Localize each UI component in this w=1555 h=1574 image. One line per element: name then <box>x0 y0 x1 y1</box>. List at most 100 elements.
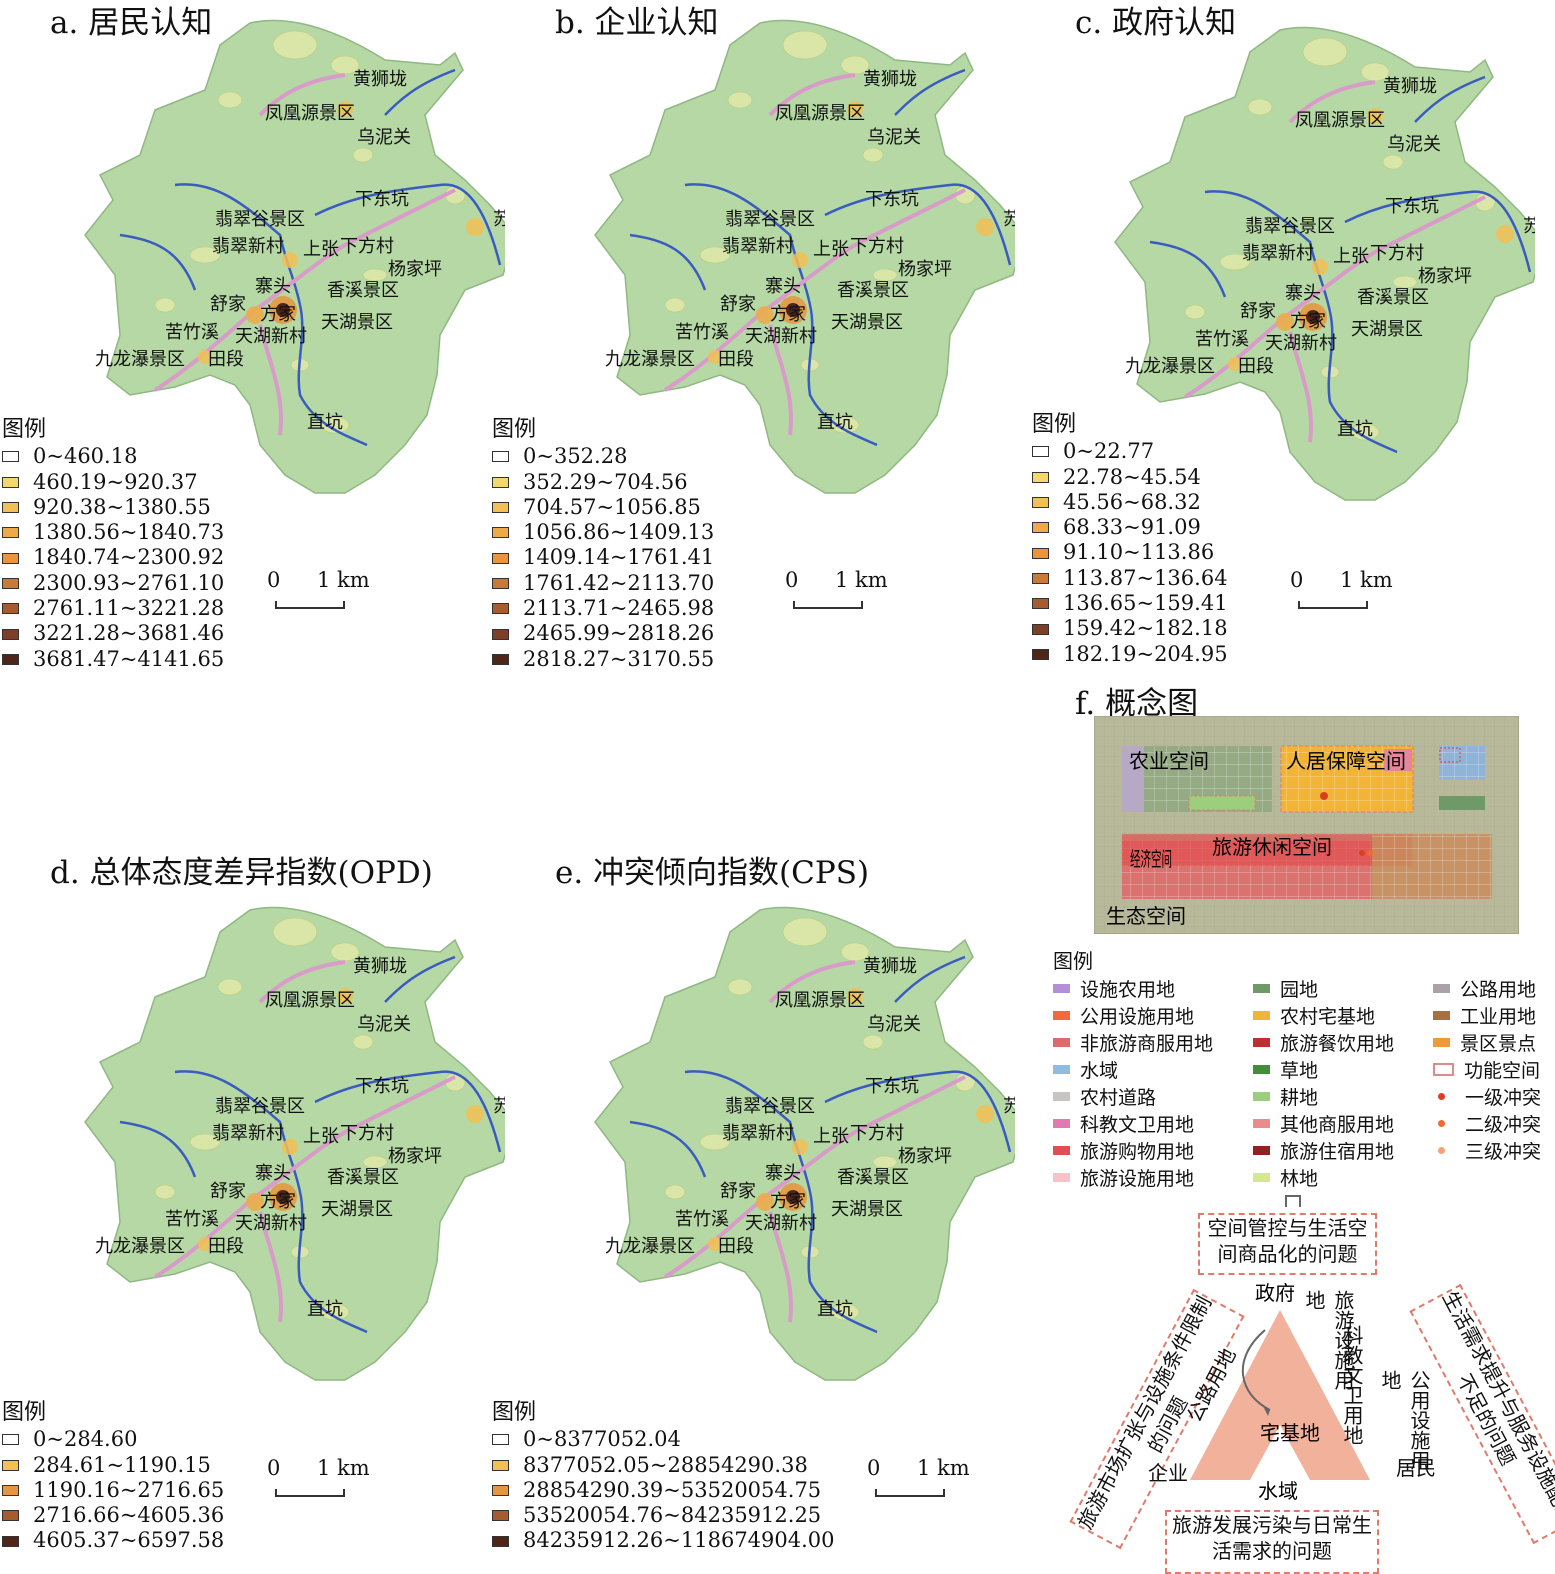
label-shujia: 舒家 <box>720 294 756 315</box>
zone-eco-label: 生态空间 <box>1106 904 1186 928</box>
legend-class-label: 284.61~1190.15 <box>33 1452 211 1477</box>
legend-class-label: 2465.99~2818.26 <box>523 621 715 646</box>
label-huangshiduang: 黄狮垅 <box>353 956 407 977</box>
legend-class-label: 91.10~113.86 <box>1063 540 1215 565</box>
scale-bar-a: 0 1 km <box>267 568 387 609</box>
legend-row: 8377052.05~28854290.38 <box>492 1453 835 1478</box>
place-labels: 黄狮垅 凤凰源景区 乌泥关 下东坑 苏坑 翡翠谷景区 翡翠新村 上张 下方村 杨… <box>605 956 1039 1320</box>
concept-legend-item: 科教文卫用地 <box>1053 1110 1194 1137</box>
label-yangjiaping: 杨家坪 <box>898 259 952 280</box>
legend-swatch <box>492 1459 509 1471</box>
label-huangshiduang: 黄狮垅 <box>353 69 407 90</box>
legend-row: 352.29~704.56 <box>492 470 714 495</box>
legend-row: 91.10~113.86 <box>1032 540 1228 565</box>
panel-d-title: d. 总体态度差异指数(OPD) <box>50 855 433 891</box>
legend-class-label: 920.38~1380.55 <box>33 494 211 519</box>
concept-legend-swatch <box>1438 1147 1445 1154</box>
issue-bottom: 旅游发展污染与日常生活需求的问题 <box>1165 1510 1379 1574</box>
concept-legend-swatch <box>1053 1011 1070 1020</box>
legend-row: 53520054.76~84235912.25 <box>492 1503 835 1528</box>
concept-legend-item: 设施农用地 <box>1053 975 1175 1002</box>
label-wuniguan: 乌泥关 <box>357 1014 411 1035</box>
legend-row: 45.56~68.32 <box>1032 490 1228 515</box>
legend-row: 2300.93~2761.10 <box>2 571 224 596</box>
legend-row: 284.61~1190.15 <box>2 1453 224 1478</box>
concept-legend-swatch <box>1053 1092 1070 1101</box>
legend-class-label: 0~22.77 <box>1063 439 1155 464</box>
concept-legend-label: 公用设施用地 <box>1080 1006 1195 1028</box>
actor-triangle: 政府 宅基地 水域 <box>1190 1281 1370 1503</box>
label-xiadongkeng: 下东坑 <box>355 1076 409 1097</box>
label-xiangxi: 香溪景区 <box>837 280 909 301</box>
legend-class-label: 1380.56~1840.73 <box>33 520 225 545</box>
concept-legend-item: 园地 <box>1253 975 1318 1002</box>
label-fangjia: 方家 <box>1290 311 1326 332</box>
legend-title: 图例 <box>1032 412 1077 437</box>
legend-class-label: 84235912.26~118674904.00 <box>523 1528 835 1553</box>
label-wuniguan: 乌泥关 <box>1387 134 1441 155</box>
legend-panel-c: 图例 0~22.77 22.78~45.54 45.56~68.32 68.33~91.… <box>1032 412 1228 667</box>
river <box>119 955 502 1334</box>
legend-class-label: 1190.16~2716.65 <box>33 1477 225 1502</box>
hotspots <box>708 101 994 364</box>
legend-row: 159.42~182.18 <box>1032 616 1228 641</box>
place-labels: 黄狮垅 凤凰源景区 乌泥关 下东坑 苏坑 翡翠谷景区 翡翠新村 上张 下方村 杨… <box>605 69 1039 433</box>
map-panel-d: 黄狮垅 凤凰源景区 乌泥关 下东坑 苏坑 翡翠谷景区 翡翠新村 上张 下方村 杨… <box>45 892 529 1382</box>
study-area-boundary <box>594 906 1026 1381</box>
legend-row: 182.19~204.95 <box>1032 642 1228 667</box>
legend-swatch <box>492 451 509 463</box>
concept-legend-label: 旅游设施用地 <box>1080 1168 1195 1190</box>
label-jiulongpu: 九龙瀑景区 <box>95 1236 185 1257</box>
legend-row: 0~460.18 <box>2 444 224 469</box>
legend-swatch <box>492 1510 509 1522</box>
concept-legend-label: 旅游购物用地 <box>1080 1141 1195 1163</box>
concept-legend-item: 耕地 <box>1253 1083 1318 1110</box>
legend-row: 2465.99~2818.26 <box>492 621 714 646</box>
concept-legend-label: 非旅游商服用地 <box>1080 1033 1214 1055</box>
legend-row: 28854290.39~53520054.75 <box>492 1478 835 1503</box>
label-xiadongkeng: 下东坑 <box>865 1076 919 1097</box>
legend-title: 图例 <box>2 1400 47 1425</box>
concept-legend-swatch <box>1438 1093 1445 1100</box>
urban-patches <box>664 917 976 1321</box>
scale-bar-b: 0 1 km <box>785 568 905 609</box>
scale-zero: 0 <box>785 568 799 592</box>
study-area-boundary <box>84 906 516 1381</box>
legend-row: 113.87~136.64 <box>1032 566 1228 591</box>
label-fangjia: 方家 <box>770 1191 806 1212</box>
study-area-boundary <box>1114 26 1546 501</box>
concept-legend-item: 其他商服用地 <box>1253 1110 1394 1137</box>
triangle-water: 水域 <box>1258 1479 1298 1503</box>
legend-class-label: 704.57~1056.85 <box>523 494 701 519</box>
label-xiadongkeng: 下东坑 <box>865 189 919 210</box>
legend-swatch <box>2 1510 19 1522</box>
concept-legend-swatch <box>1253 1092 1270 1101</box>
legend-class-label: 352.29~704.56 <box>523 469 688 494</box>
label-tianhu: 天湖景区 <box>321 1199 393 1220</box>
map-panel-c: 黄狮垅 凤凰源景区 乌泥关 下东坑 苏坑 翡翠谷景区 翡翠新村 上张 下方村 杨… <box>1075 12 1555 502</box>
legend-swatch <box>1032 572 1049 584</box>
scale-one-km: 1 km <box>317 568 370 592</box>
legend-swatch <box>1032 623 1049 635</box>
label-tianduan: 田段 <box>718 1236 754 1257</box>
legend-swatch <box>492 552 509 564</box>
actor-gov: 政府 <box>1255 1281 1295 1305</box>
study-area-boundary <box>84 19 516 494</box>
legend-swatch <box>2 603 19 615</box>
label-shangzhang: 上张 <box>303 239 339 260</box>
legend-class-label: 0~460.18 <box>33 444 138 469</box>
concept-legend-item: 二级冲突 <box>1433 1110 1541 1137</box>
concept-legend-swatch <box>1433 1063 1454 1076</box>
label-shujia: 舒家 <box>720 1181 756 1202</box>
legend-class-label: 3221.28~3681.46 <box>33 621 225 646</box>
concept-legend-title: 图例 <box>1053 949 1093 973</box>
legend-class-label: 3681.47~4141.65 <box>33 646 225 671</box>
legend-row: 22.78~45.54 <box>1032 465 1228 490</box>
zone-agri-label: 农业空间 <box>1129 749 1209 773</box>
label-huangshiduang: 黄狮垅 <box>863 69 917 90</box>
concept-legend-item: 三级冲突 <box>1433 1137 1541 1164</box>
label-feicuixincun: 翡翠新村 <box>722 1123 794 1144</box>
legend-class-label: 53520054.76~84235912.25 <box>523 1503 822 1528</box>
legend-panel-a: 图例 0~460.18 460.19~920.37 920.38~1380.55 138… <box>2 417 224 672</box>
concept-legend-item: 旅游餐饮用地 <box>1253 1029 1394 1056</box>
